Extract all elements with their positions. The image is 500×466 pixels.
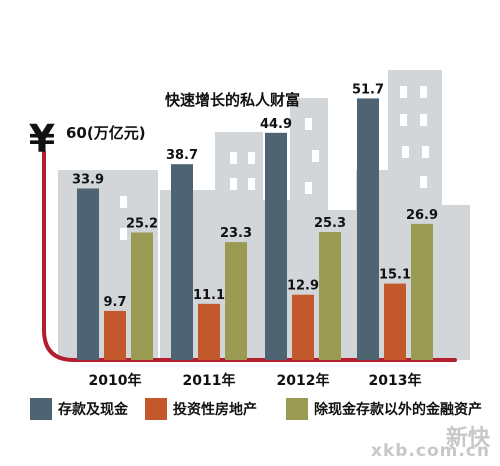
building-window: [230, 152, 237, 164]
legend-label-deposits: 存款及现金: [58, 402, 128, 418]
bar-real-estate-1: [198, 303, 220, 360]
legend-item-financial-assets: 除现金存款以外的金融资产: [286, 396, 482, 422]
building-window: [422, 146, 429, 158]
legend-label-financial-assets: 除现金存款以外的金融资产: [314, 402, 482, 418]
legend-label-real-estate: 投资性房地产: [173, 402, 257, 418]
building-window: [120, 228, 127, 240]
building-window: [420, 86, 427, 98]
building-window: [420, 176, 427, 188]
bar-financial-assets-2: [319, 231, 341, 360]
chart-axis: [42, 150, 457, 362]
bar-deposits-2: [265, 132, 287, 360]
bar-real-estate-2: [292, 294, 314, 360]
legend-item-deposits: 存款及现金: [30, 396, 128, 422]
building-window: [400, 114, 407, 126]
x-tick-label: 2011年: [183, 372, 236, 389]
data-label: 38.7: [166, 148, 198, 163]
legend: 存款及现金 投资性房地产 除现金存款以外的金融资产: [30, 396, 490, 422]
building-window: [305, 118, 312, 130]
building: [440, 205, 470, 360]
building-window: [312, 150, 319, 162]
bar-financial-assets-3: [411, 223, 433, 360]
building-window: [400, 86, 407, 98]
data-label: 33.9: [72, 172, 104, 187]
building-window: [420, 114, 427, 126]
bar-real-estate-0: [104, 310, 126, 360]
x-tick-label: 2012年: [277, 372, 330, 389]
building-window: [120, 196, 127, 208]
data-label: 51.7: [352, 82, 384, 97]
bar-financial-assets-1: [225, 242, 247, 360]
bar-real-estate-3: [384, 283, 406, 360]
y-axis-label: 60(万亿元): [66, 124, 146, 142]
building-window: [248, 178, 255, 190]
bar-financial-assets-0: [131, 232, 153, 360]
legend-item-real-estate: 投资性房地产: [145, 396, 257, 422]
building-window: [305, 182, 312, 194]
bar-group: [77, 98, 433, 360]
label-group: 33.9 38.7 44.9 51.7 9.7 11.1 12.9 15.1 25.2 23.3 2…: [72, 82, 438, 389]
currency-symbol: ¥: [29, 117, 55, 161]
chart: 33.9 38.7 44.9 51.7 9.7 11.1 12.9 15.1 25.2 23.3 2…: [29, 70, 470, 389]
data-label: 12.9: [287, 279, 319, 294]
legend-swatch-real-estate: [145, 398, 167, 420]
building-window: [230, 178, 237, 190]
data-label: 15.1: [379, 268, 411, 283]
building-window: [402, 146, 409, 158]
bar-deposits-0: [77, 188, 99, 360]
legend-swatch-financial-assets: [286, 398, 308, 420]
x-tick-label: 2013年: [369, 372, 422, 389]
x-tick-label: 2010年: [89, 372, 142, 389]
bar-deposits-3: [357, 98, 379, 360]
data-label: 25.3: [314, 216, 346, 231]
watermark-url: xkb.com.cn: [370, 441, 490, 461]
watermark-text: 新快: [445, 426, 490, 451]
chart-title: 快速增长的私人财富: [165, 91, 300, 109]
data-label: 25.2: [126, 216, 158, 231]
data-label: 11.1: [193, 288, 225, 303]
data-label: 9.7: [103, 295, 126, 310]
legend-swatch-deposits: [30, 398, 52, 420]
data-label: 23.3: [220, 226, 252, 241]
axis-line: [42, 150, 457, 362]
bar-deposits-1: [171, 164, 193, 360]
building-window: [248, 152, 255, 164]
data-label: 44.9: [260, 117, 292, 132]
data-label: 26.9: [406, 208, 438, 223]
